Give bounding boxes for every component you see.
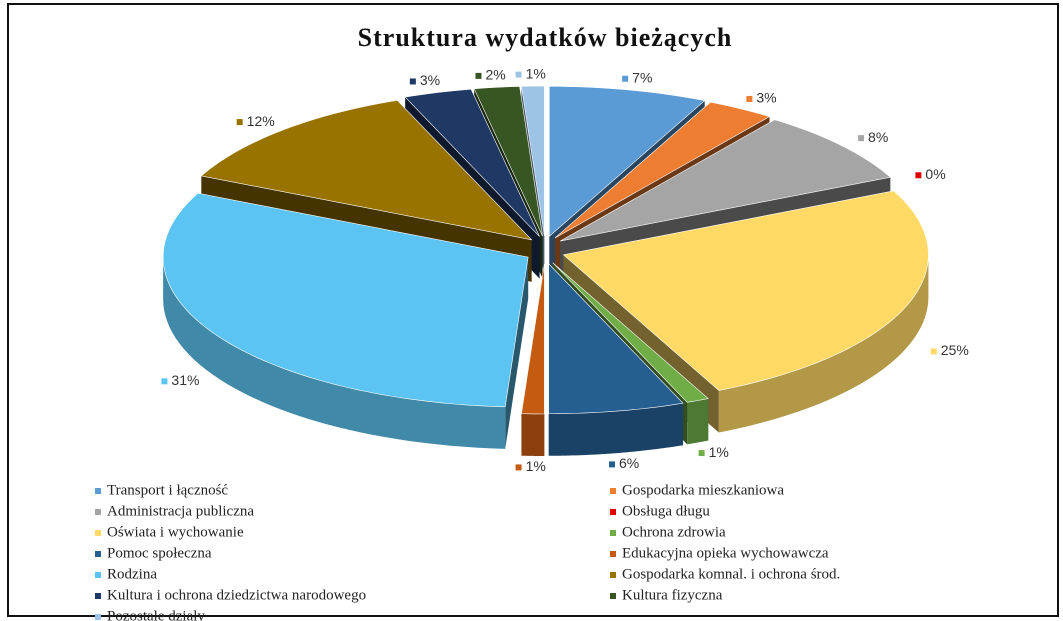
slice — [473, 86, 543, 237]
label-marker — [515, 71, 522, 78]
label-marker — [698, 450, 705, 457]
legend-swatch — [95, 551, 101, 557]
slice-side — [548, 403, 684, 456]
data-label: 0% — [925, 166, 945, 182]
legend-swatch — [610, 530, 616, 536]
label-marker — [515, 464, 522, 471]
slice — [162, 192, 529, 408]
legend-swatch — [95, 488, 101, 494]
legend-label: Gospodarka mieszkaniowa — [622, 482, 784, 498]
legend-swatch — [95, 593, 101, 599]
slice — [521, 85, 545, 237]
legend-swatch — [95, 509, 101, 515]
legend-swatch — [95, 530, 101, 536]
pie — [162, 85, 929, 456]
label-marker — [622, 75, 629, 82]
label-marker — [858, 135, 865, 142]
legend-swatch — [610, 488, 616, 494]
data-label: 3% — [420, 72, 440, 88]
data-label: 8% — [868, 129, 888, 145]
data-label: 3% — [756, 90, 776, 106]
legend-swatch — [610, 551, 616, 557]
legend-label: Administracja publiczna — [107, 503, 254, 519]
slice — [554, 101, 771, 239]
legend-label: Obsługa długu — [622, 503, 710, 519]
slice — [552, 262, 709, 403]
label-marker — [746, 95, 753, 102]
legend-label: Pomoc społeczna — [107, 545, 212, 561]
slice — [162, 192, 529, 449]
label-marker — [236, 119, 243, 126]
slice — [559, 119, 892, 242]
data-label: 1% — [526, 458, 546, 474]
slice — [562, 190, 929, 391]
label-marker — [409, 78, 416, 85]
slice — [404, 88, 540, 237]
chart-title: Struktura wydatków bieżących — [358, 23, 733, 52]
data-label: 12% — [247, 113, 275, 129]
data-label: 7% — [632, 69, 652, 85]
slice-side — [718, 254, 929, 433]
label-marker — [609, 461, 616, 468]
slice-side — [505, 257, 529, 449]
legend-swatch — [95, 614, 101, 620]
legend-swatch — [610, 593, 616, 599]
legend-swatch — [95, 572, 101, 578]
legend-label: Kultura i ochrona dziedzictwa narodowego — [107, 587, 366, 603]
slice — [521, 263, 545, 415]
slice-side — [521, 413, 545, 456]
legend-label: Gospodarka komnal. i ochrona środ. — [622, 566, 840, 582]
label-marker — [161, 378, 168, 385]
legend-label: Rodzina — [107, 566, 157, 582]
legend-label: Pozostałe działy — [107, 608, 205, 621]
legend-label: Edukacyjna opieka wychowawcza — [622, 545, 829, 561]
legend-label: Oświata i wychowanie — [107, 524, 244, 540]
data-label: 1% — [526, 65, 546, 81]
data-label: 6% — [619, 455, 639, 471]
slice-side — [687, 398, 709, 445]
slice — [548, 263, 684, 456]
data-label: 1% — [709, 444, 729, 460]
legend-label: Ochrona zdrowia — [622, 524, 726, 540]
data-label: 2% — [485, 67, 505, 83]
slice — [548, 86, 706, 237]
label-marker — [915, 172, 922, 179]
data-label: 25% — [941, 342, 969, 358]
legend-swatch — [610, 572, 616, 578]
label-marker — [930, 348, 937, 355]
data-label: 31% — [171, 372, 199, 388]
legend-label: Kultura fizyczna — [622, 587, 723, 603]
slice — [521, 263, 545, 456]
legend-label: Transport i łączność — [107, 482, 228, 498]
label-marker — [475, 72, 482, 79]
slice — [548, 263, 684, 415]
slice-side — [163, 257, 506, 449]
slice — [200, 100, 533, 241]
legend-swatch — [610, 509, 616, 515]
